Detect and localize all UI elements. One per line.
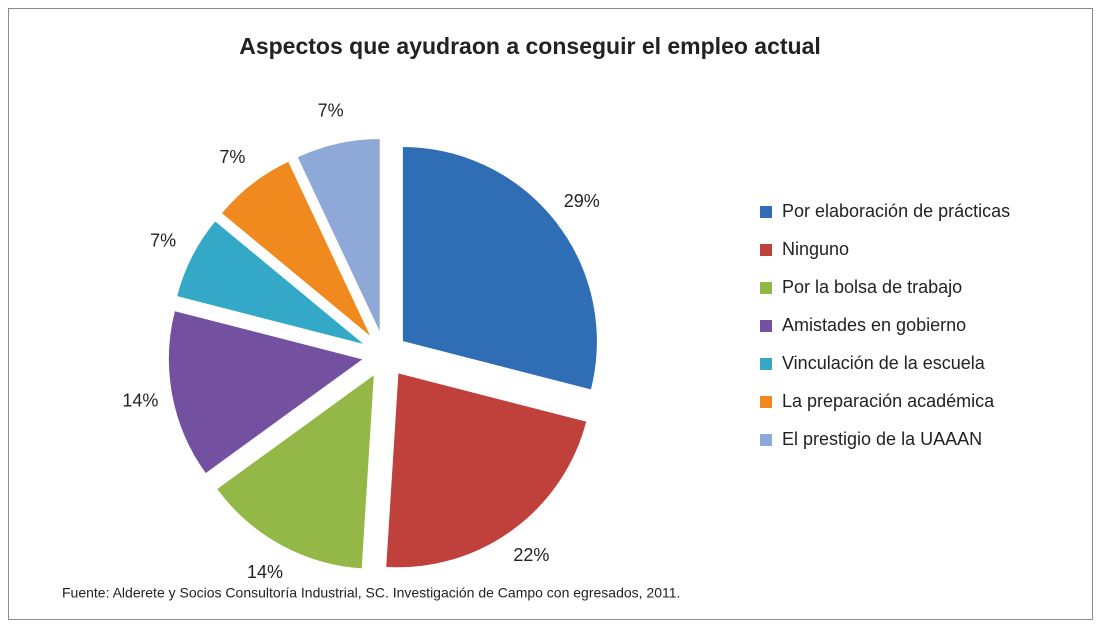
- pie-slice: [296, 138, 381, 334]
- data-label: 7%: [150, 231, 176, 251]
- data-label: 7%: [318, 101, 344, 121]
- legend-label: Ninguno: [782, 239, 849, 259]
- pie-slice: [175, 220, 366, 346]
- legend-label: El prestigio de la UAAAN: [782, 429, 982, 449]
- pie-slice: [401, 146, 598, 391]
- legend-swatch: [760, 434, 772, 446]
- legend-label: La preparación académica: [782, 391, 995, 411]
- legend-label: Vinculación de la escuela: [782, 353, 986, 373]
- pie-slice: [215, 373, 375, 570]
- data-label: 14%: [122, 390, 158, 410]
- legend-swatch: [760, 396, 772, 408]
- legend-swatch: [760, 206, 772, 218]
- legend-label: Por la bolsa de trabajo: [782, 277, 962, 297]
- pie-slice: [385, 372, 588, 569]
- chart-title: Aspectos que ayudraon a conseguir el emp…: [239, 33, 821, 59]
- legend-swatch: [760, 244, 772, 256]
- data-label: 7%: [219, 147, 245, 167]
- pie-slice: [167, 310, 365, 475]
- legend-swatch: [760, 358, 772, 370]
- pie-slice: [220, 160, 372, 339]
- legend-label: Por elaboración de prácticas: [782, 201, 1010, 221]
- data-label: 14%: [247, 562, 283, 582]
- legend-swatch: [760, 320, 772, 332]
- source-note: Fuente: Alderete y Socios Consultoría In…: [62, 585, 680, 601]
- legend-label: Amistades en gobierno: [782, 315, 966, 335]
- data-label: 22%: [513, 545, 549, 565]
- data-label: 29%: [564, 191, 600, 211]
- legend-swatch: [760, 282, 772, 294]
